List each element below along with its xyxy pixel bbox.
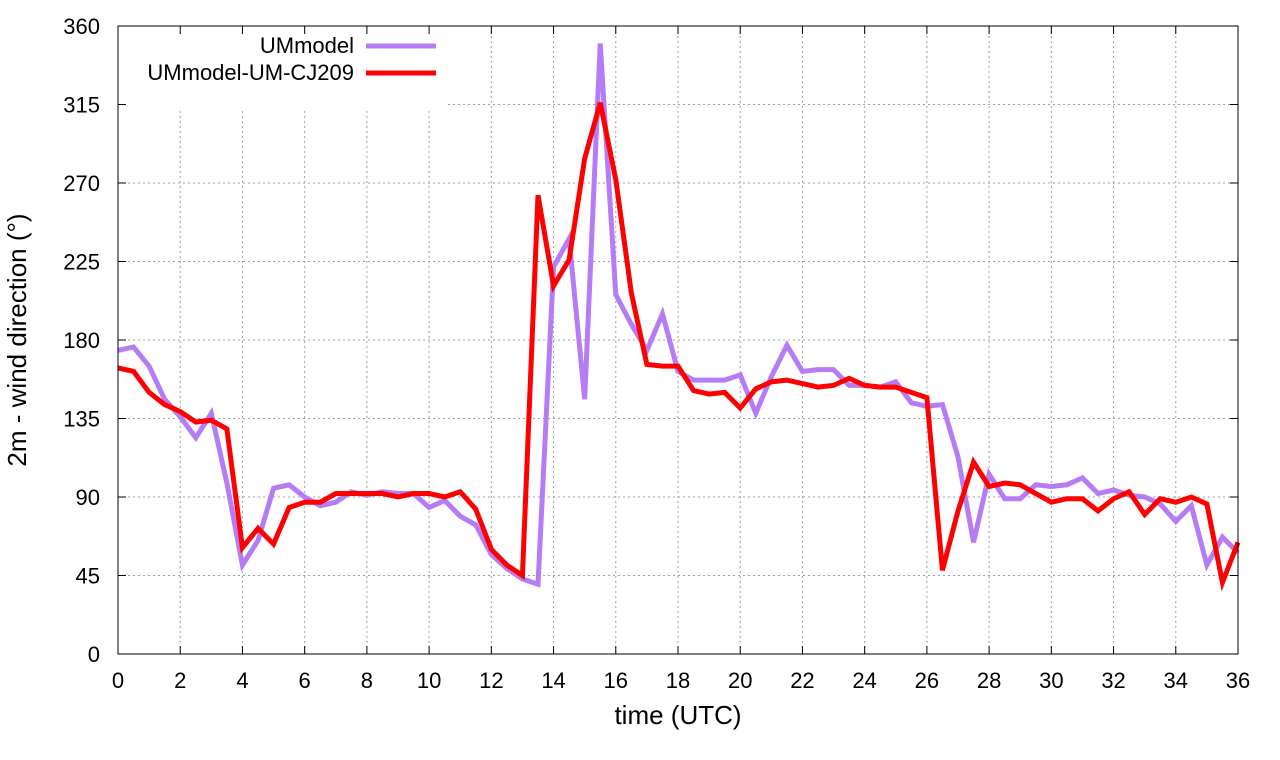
series-line-2 bbox=[117, 102, 1241, 592]
x-tick-label: 24 bbox=[852, 668, 876, 693]
x-tick-label: 4 bbox=[236, 668, 248, 693]
legend-label: UMmodel bbox=[260, 33, 354, 58]
x-tick-label: 28 bbox=[977, 668, 1001, 693]
y-tick-label: 360 bbox=[63, 14, 100, 39]
x-tick-label: 20 bbox=[728, 668, 752, 693]
tick-labels: 0 2 4 6 8 10 12 14 16 18 20 22 24 26 28 30 32 34 360459013… bbox=[63, 14, 1250, 693]
x-tick-label: 18 bbox=[666, 668, 690, 693]
legend-label: UMmodel-UM-CJ209 bbox=[147, 60, 354, 85]
y-tick-label: 270 bbox=[63, 171, 100, 196]
legend-box bbox=[119, 27, 447, 111]
x-tick-label: 36 bbox=[1226, 668, 1250, 693]
x-tick-label: 8 bbox=[361, 668, 373, 693]
x-tick-label: 16 bbox=[604, 668, 628, 693]
x-tick-label: 12 bbox=[479, 668, 503, 693]
y-tick-label: 135 bbox=[63, 407, 100, 432]
x-tick-label: 22 bbox=[790, 668, 814, 693]
y-tick-label: 180 bbox=[63, 328, 100, 353]
x-tick-label: 10 bbox=[417, 668, 441, 693]
y-tick-label: 45 bbox=[76, 564, 100, 589]
series-lines bbox=[117, 43, 1241, 592]
x-axis-title: time (UTC) bbox=[614, 700, 741, 730]
x-tick-label: 0 bbox=[112, 668, 124, 693]
x-tick-label: 26 bbox=[915, 668, 939, 693]
x-tick-label: 2 bbox=[174, 668, 186, 693]
grid bbox=[118, 26, 1238, 654]
series-line-1 bbox=[117, 43, 1240, 588]
y-tick-label: 225 bbox=[63, 250, 100, 275]
plot-frame bbox=[117, 25, 1239, 655]
x-tick-label: 14 bbox=[541, 668, 565, 693]
x-tick-label: 32 bbox=[1101, 668, 1125, 693]
y-axis-title: 2m - wind direction (°) bbox=[2, 213, 32, 466]
y-tick-label: 315 bbox=[63, 93, 100, 118]
y-tick-label: 90 bbox=[76, 485, 100, 510]
y-tick-label: 0 bbox=[88, 642, 100, 667]
x-tick-label: 6 bbox=[299, 668, 311, 693]
x-tick-label: 30 bbox=[1039, 668, 1063, 693]
x-tick-label: 34 bbox=[1164, 668, 1188, 693]
